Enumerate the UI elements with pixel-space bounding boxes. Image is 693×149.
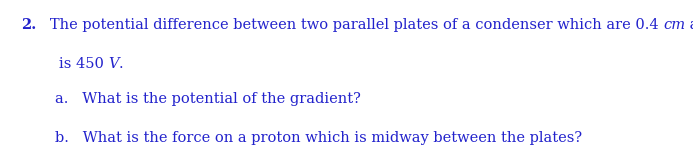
Text: V: V	[108, 57, 119, 71]
Text: cm: cm	[663, 18, 685, 32]
Text: b.   What is the force on a proton which is midway between the plates?: b. What is the force on a proton which i…	[55, 131, 583, 145]
Text: 2.: 2.	[21, 18, 36, 32]
Text: The potential difference between two parallel plates of a condenser which are 0.: The potential difference between two par…	[36, 18, 663, 32]
Text: is 450: is 450	[59, 57, 108, 71]
Text: a.   What is the potential of the gradient?: a. What is the potential of the gradient…	[55, 92, 361, 106]
Text: apart: apart	[685, 18, 693, 32]
Text: .: .	[119, 57, 123, 71]
